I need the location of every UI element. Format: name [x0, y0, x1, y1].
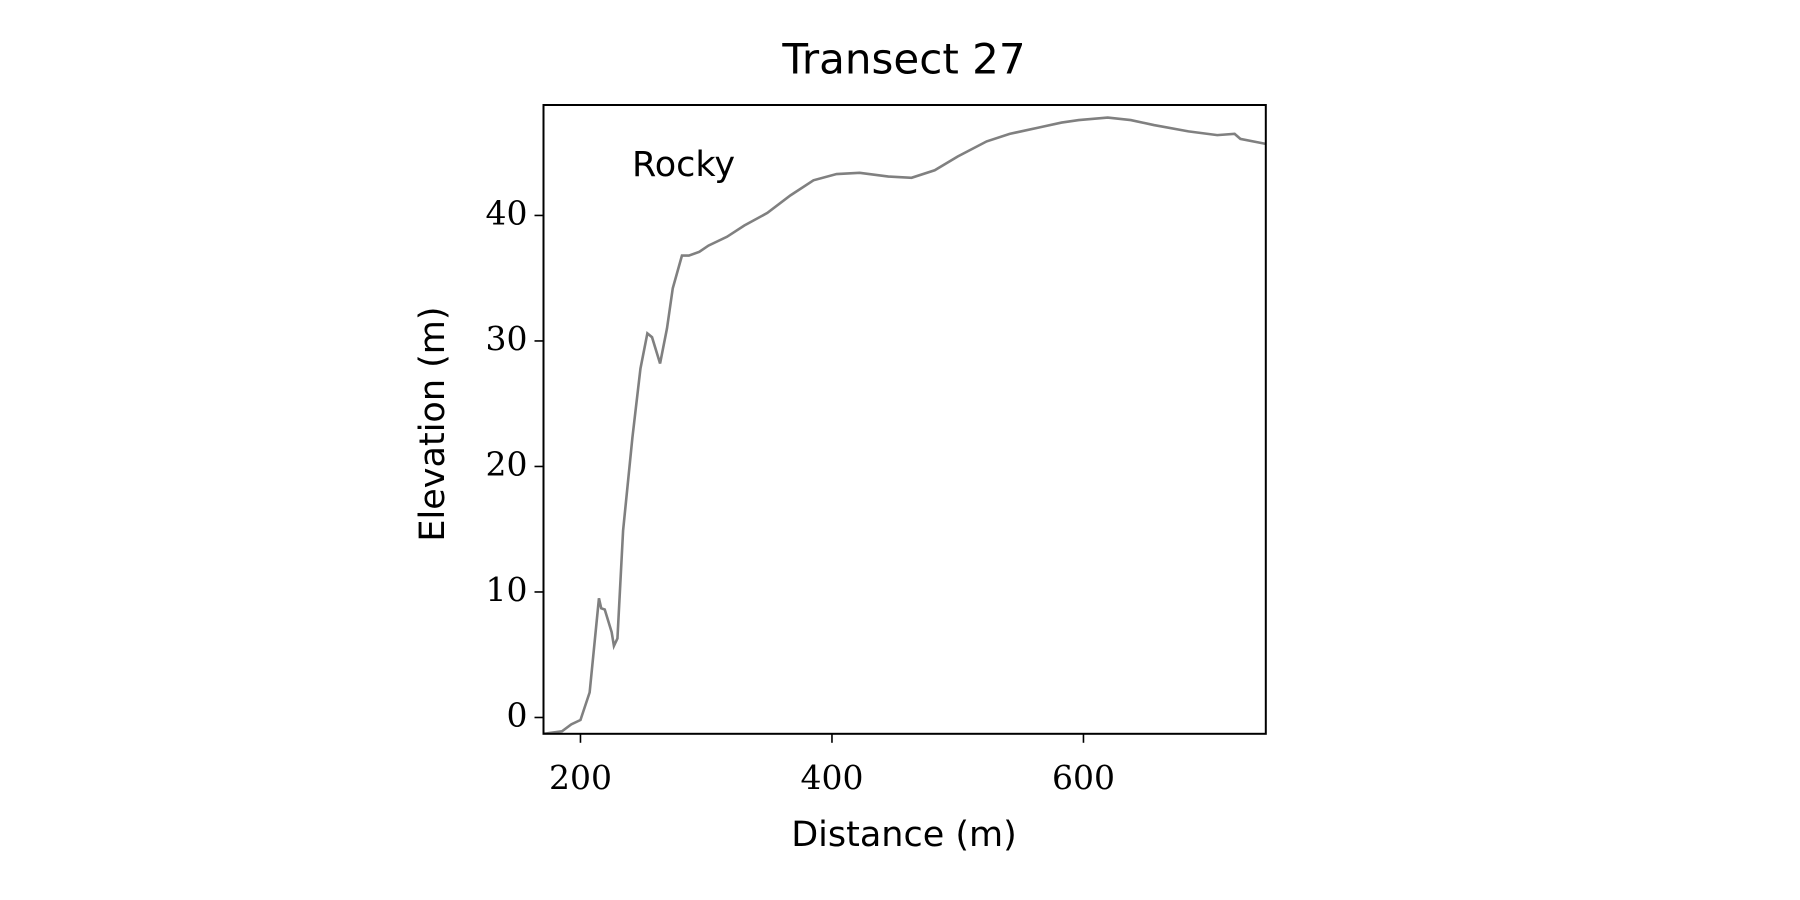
plot-frame — [542, 104, 1267, 735]
x-tick-label: 600 — [1052, 758, 1115, 797]
y-tick-label: 20 — [486, 444, 528, 483]
x-axis-label: Distance (m) — [791, 815, 1017, 855]
y-tick-label: 0 — [507, 695, 528, 734]
y-tick-label: 30 — [486, 319, 528, 358]
line-series — [543, 116, 1266, 734]
x-tick-label: 200 — [549, 758, 612, 797]
chart-title: Transect 27 — [781, 35, 1025, 84]
y-axis-label: Elevation (m) — [413, 306, 453, 541]
y-tick-label: 40 — [486, 193, 528, 232]
y-tick-label: 10 — [486, 570, 528, 609]
annotation: Rocky — [632, 145, 735, 185]
x-tick-label: 400 — [800, 758, 863, 797]
